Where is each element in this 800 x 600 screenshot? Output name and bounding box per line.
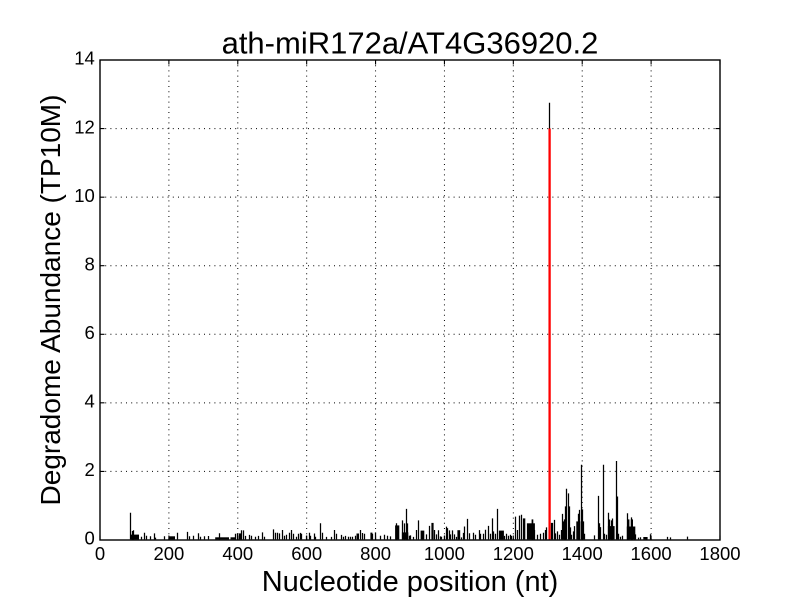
svg-text:8: 8 — [85, 253, 95, 274]
svg-text:600: 600 — [291, 543, 322, 564]
svg-text:10: 10 — [74, 185, 95, 206]
svg-text:1400: 1400 — [562, 543, 603, 564]
svg-text:2: 2 — [85, 459, 95, 480]
svg-text:12: 12 — [74, 116, 95, 137]
svg-text:6: 6 — [85, 322, 95, 343]
svg-text:0: 0 — [85, 528, 95, 549]
svg-text:ath-miR172a/AT4G36920.2: ath-miR172a/AT4G36920.2 — [222, 26, 599, 61]
svg-text:1200: 1200 — [493, 543, 534, 564]
svg-text:Nucleotide position (nt): Nucleotide position (nt) — [262, 566, 559, 598]
svg-text:1000: 1000 — [424, 543, 465, 564]
svg-text:800: 800 — [360, 543, 391, 564]
svg-text:0: 0 — [95, 543, 105, 564]
svg-text:Degradome Abundance (TP10M): Degradome Abundance (TP10M) — [35, 95, 66, 506]
svg-text:400: 400 — [222, 543, 253, 564]
svg-text:1800: 1800 — [699, 543, 740, 564]
svg-text:4: 4 — [85, 391, 95, 412]
svg-text:1600: 1600 — [631, 543, 672, 564]
svg-text:14: 14 — [74, 48, 95, 69]
svg-text:200: 200 — [153, 543, 184, 564]
